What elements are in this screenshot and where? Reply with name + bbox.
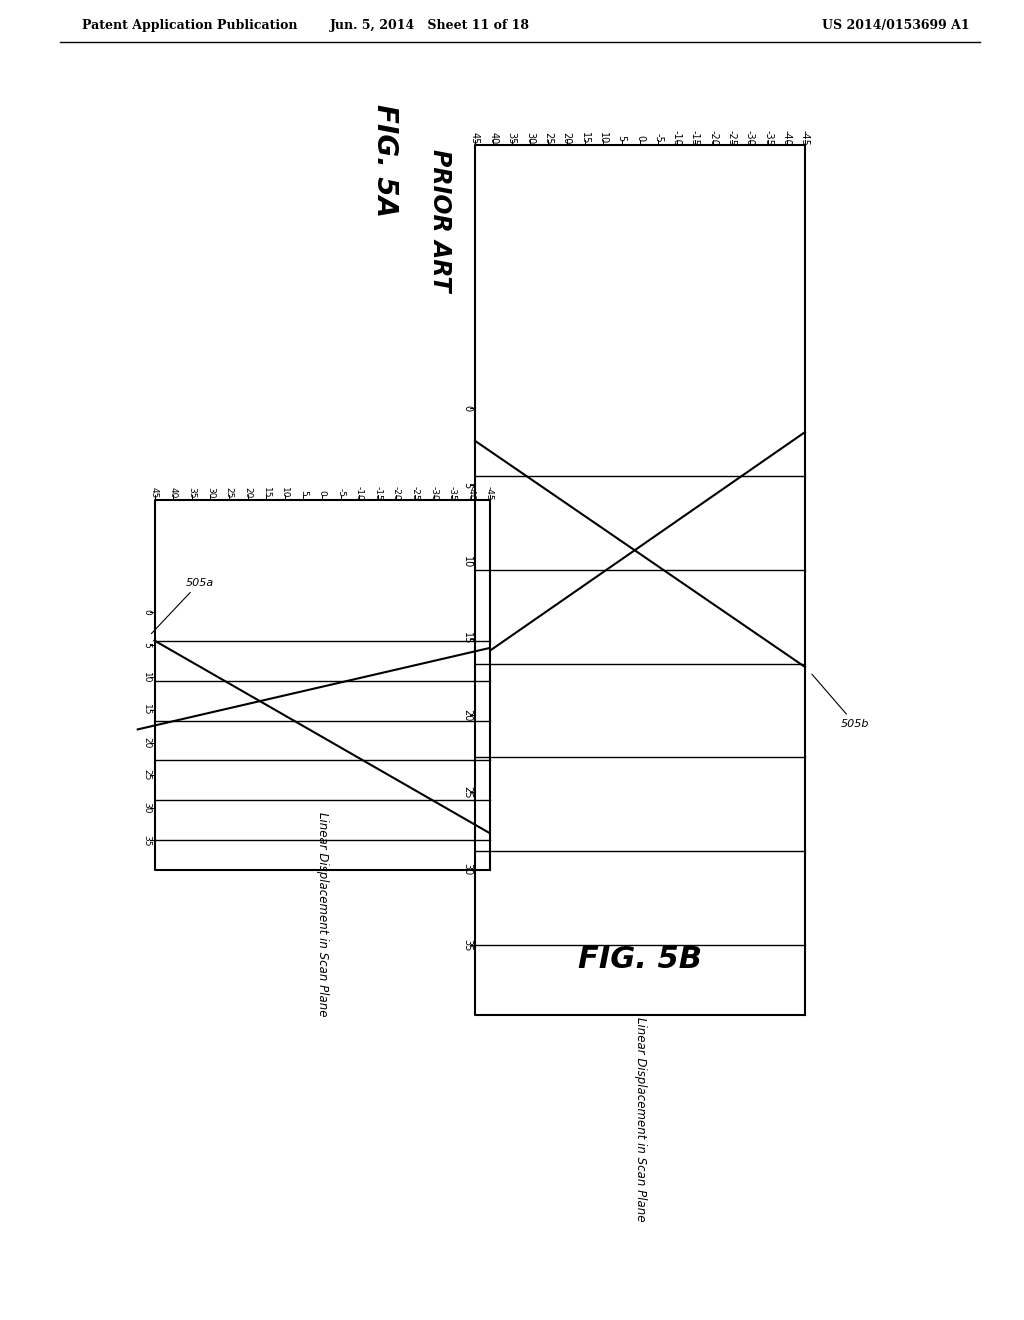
Text: 40: 40: [488, 132, 499, 144]
Text: 30: 30: [525, 132, 535, 144]
Text: 25: 25: [462, 785, 472, 799]
Text: -35: -35: [763, 131, 773, 147]
Text: -45: -45: [485, 486, 494, 500]
Text: -10: -10: [354, 486, 364, 500]
Text: -5: -5: [336, 488, 345, 498]
Text: 15: 15: [462, 632, 472, 644]
Text: 0: 0: [635, 135, 645, 141]
Text: PRIOR ART: PRIOR ART: [428, 149, 452, 292]
Text: 10: 10: [462, 556, 472, 568]
Text: US 2014/0153699 A1: US 2014/0153699 A1: [822, 18, 970, 32]
Text: 45: 45: [150, 487, 159, 499]
Text: FIG. 5B: FIG. 5B: [578, 945, 702, 974]
Text: FIG. 5A: FIG. 5A: [371, 103, 399, 216]
Text: 35: 35: [462, 940, 472, 952]
Text: -25: -25: [411, 486, 420, 500]
Text: 45: 45: [470, 132, 480, 144]
Text: 25: 25: [544, 132, 553, 144]
Text: 0: 0: [317, 490, 327, 496]
Text: 20: 20: [462, 709, 472, 722]
Text: 15: 15: [580, 132, 590, 144]
Text: Linear Displacement in Scan Plane: Linear Displacement in Scan Plane: [634, 1018, 646, 1221]
Text: 15: 15: [262, 487, 270, 499]
Text: -45: -45: [800, 131, 810, 147]
Text: 30: 30: [206, 487, 215, 499]
Text: 20: 20: [562, 132, 571, 144]
Text: -40: -40: [781, 131, 792, 147]
Text: 25: 25: [142, 770, 151, 781]
Text: 10: 10: [598, 132, 608, 144]
Text: -15: -15: [690, 131, 700, 147]
Text: 505a: 505a: [152, 578, 214, 634]
Text: 5: 5: [462, 482, 472, 488]
Text: 25: 25: [224, 487, 233, 499]
Text: -30: -30: [429, 486, 438, 500]
Text: 30: 30: [462, 862, 472, 875]
Text: 40: 40: [169, 487, 177, 499]
Text: 30: 30: [142, 803, 151, 813]
Text: -20: -20: [709, 131, 718, 147]
Text: 35: 35: [507, 132, 517, 144]
Text: -10: -10: [672, 131, 682, 147]
Text: 35: 35: [187, 487, 197, 499]
Text: Patent Application Publication: Patent Application Publication: [82, 18, 298, 32]
Text: -30: -30: [745, 131, 755, 147]
Text: 5: 5: [142, 642, 151, 648]
Text: 505b: 505b: [812, 675, 869, 729]
Text: -40: -40: [466, 486, 475, 500]
Text: 10: 10: [142, 672, 151, 682]
Text: 5: 5: [299, 490, 308, 496]
Text: -35: -35: [447, 486, 457, 500]
Text: Linear Displacement in Scan Plane: Linear Displacement in Scan Plane: [315, 812, 329, 1016]
Text: 10: 10: [281, 487, 289, 499]
Text: 20: 20: [243, 487, 252, 499]
Text: -25: -25: [727, 129, 736, 147]
Text: 0: 0: [462, 405, 472, 412]
Text: -20: -20: [392, 486, 401, 500]
Text: -5: -5: [653, 133, 664, 143]
Text: Jun. 5, 2014   Sheet 11 of 18: Jun. 5, 2014 Sheet 11 of 18: [330, 18, 530, 32]
Text: 35: 35: [142, 834, 151, 846]
Text: 5: 5: [616, 135, 627, 141]
Text: 0: 0: [142, 610, 151, 615]
Text: -15: -15: [374, 486, 382, 500]
Text: 20: 20: [142, 737, 151, 748]
Text: 15: 15: [142, 704, 151, 715]
